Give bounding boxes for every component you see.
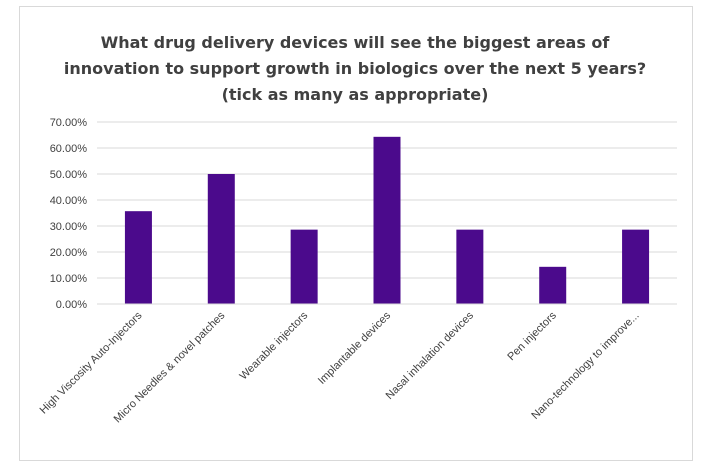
chart-title: What drug delivery devices will see the … <box>63 33 647 104</box>
x-category-label: Implantable devices <box>316 309 394 387</box>
bar <box>207 174 235 304</box>
x-category-label: Wearable injectors <box>237 309 310 382</box>
y-tick-label: 70.00% <box>50 117 88 129</box>
y-tick-label: 0.00% <box>56 299 87 311</box>
bar <box>373 136 401 304</box>
bar <box>290 229 318 304</box>
bar <box>622 229 650 304</box>
bar <box>456 229 484 304</box>
y-tick-label: 30.00% <box>50 221 88 233</box>
y-axis-tick-labels: 0.00% 10.00% 20.00% 30.00% 40.00% 50.00% 60.00… <box>50 117 88 311</box>
y-tick-label: 40.00% <box>50 195 88 207</box>
bar <box>539 266 567 304</box>
x-category-label: Nasal inhalation devices <box>384 309 477 402</box>
y-tick-label: 50.00% <box>50 169 88 181</box>
y-tick-label: 60.00% <box>50 143 88 155</box>
bars <box>124 136 650 304</box>
bar <box>124 211 152 304</box>
y-tick-label: 20.00% <box>50 247 88 259</box>
x-category-label: Pen injectors <box>505 309 559 363</box>
y-tick-label: 10.00% <box>50 273 88 285</box>
